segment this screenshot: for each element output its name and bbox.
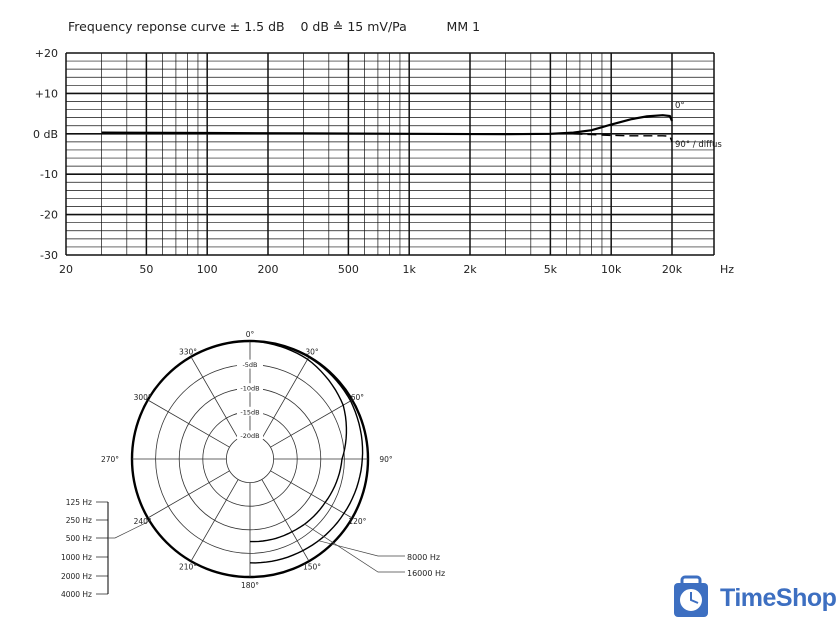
polar-angle-label: 330° xyxy=(179,348,197,357)
polar-ring-label: -10dB xyxy=(240,385,259,393)
series-line-0deg xyxy=(101,114,674,136)
polar-spoke xyxy=(270,399,353,448)
x-tick-label: 500 xyxy=(338,263,359,276)
omni-frequency-label: 500 Hz xyxy=(66,534,92,543)
series-label: 90° / diffus xyxy=(675,140,722,150)
polar-angle-label: 300° xyxy=(134,393,152,402)
ring-label-bg xyxy=(237,383,263,393)
x-tick-label: 100 xyxy=(197,263,218,276)
polar-angle-label: 120° xyxy=(348,517,366,526)
omni-leader-line xyxy=(108,520,152,539)
omni-frequency-label: 250 Hz xyxy=(66,516,92,525)
ring-label-bg xyxy=(237,430,263,440)
polar-spoke xyxy=(190,479,239,562)
y-tick-label: -20 xyxy=(40,209,58,222)
ring-label-bg xyxy=(237,406,263,416)
series-line-90deg-diffus xyxy=(573,133,673,143)
series-label: 0° xyxy=(675,101,685,111)
x-tick-label: 10k xyxy=(601,263,622,276)
timeshop-logo: TimeShop xyxy=(668,575,837,621)
polar-angle-label: 210° xyxy=(179,562,197,571)
polar-series-label: 8000 Hz xyxy=(407,553,440,562)
omni-frequency-label: 125 Hz xyxy=(66,498,92,507)
x-unit-label: Hz xyxy=(720,263,734,276)
polar-leader-line xyxy=(304,523,405,573)
x-tick-label: 50 xyxy=(139,263,153,276)
polar-angle-label: 90° xyxy=(379,455,393,464)
polar-angle-label: 0° xyxy=(246,330,255,339)
polar-spoke xyxy=(261,479,310,562)
polar-curve-16000hz xyxy=(249,340,348,543)
polar-ring-label: -15dB xyxy=(240,408,259,416)
omni-frequency-label: 2000 Hz xyxy=(61,572,92,581)
omni-frequency-label: 1000 Hz xyxy=(61,553,92,562)
polar-angle-label: 240° xyxy=(134,517,152,526)
y-tick-label: -10 xyxy=(40,168,58,181)
y-tick-label: +20 xyxy=(35,47,58,60)
x-tick-label: 2k xyxy=(463,263,477,276)
polar-angle-label: 270° xyxy=(101,455,119,464)
frequency-chart-title: Frequency reponse curve ± 1.5 dB 0 dB ≙ … xyxy=(68,19,481,34)
clock-bag-icon xyxy=(674,575,708,617)
polar-spoke xyxy=(147,470,230,519)
polar-curve-8000hz xyxy=(249,340,364,564)
y-tick-label: +10 xyxy=(35,87,58,100)
logo-text: TimeShop xyxy=(720,583,837,612)
polar-ring-label: -20dB xyxy=(240,432,259,440)
polar-spoke xyxy=(147,399,230,448)
x-tick-label: 200 xyxy=(258,263,279,276)
polar-spoke xyxy=(261,356,310,439)
polar-angle-label: 150° xyxy=(303,562,321,571)
y-tick-label: -30 xyxy=(40,249,58,262)
polar-angle-label: 180° xyxy=(241,581,259,590)
polar-spoke xyxy=(270,470,353,519)
x-tick-label: 20 xyxy=(59,263,73,276)
x-tick-label: 5k xyxy=(544,263,558,276)
y-tick-label: 0 dB xyxy=(33,128,58,141)
x-tick-label: 20k xyxy=(662,263,683,276)
polar-ring-label: -5dB xyxy=(242,361,257,369)
polar-angle-label: 30° xyxy=(305,348,319,357)
x-tick-label: 1k xyxy=(403,263,417,276)
polar-spoke xyxy=(190,356,239,439)
ring-label-bg xyxy=(237,359,263,369)
omni-frequency-label: 4000 Hz xyxy=(61,590,92,599)
polar-series-label: 16000 Hz xyxy=(407,569,445,578)
polar-angle-label: 60° xyxy=(351,393,365,402)
polar-ring xyxy=(225,434,274,483)
